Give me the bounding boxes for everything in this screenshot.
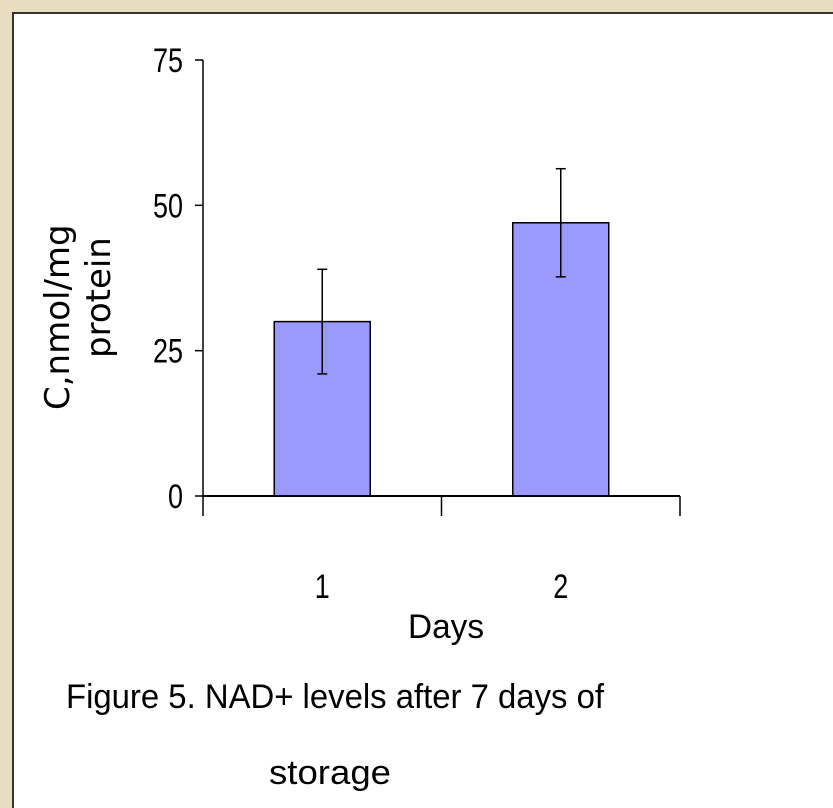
y-tick-label-25: 25: [153, 333, 183, 371]
y-tick-label-75: 75: [153, 42, 183, 80]
x-tick-label-2: 2: [553, 568, 568, 606]
y-axis-title: C,nmol/mg protein: [38, 224, 119, 410]
figure-caption-line-1: Figure 5. NAD+ levels after 7 days of: [66, 678, 605, 716]
y-tick-label-50: 50: [153, 187, 183, 225]
x-tick-label-1: 1: [315, 568, 330, 606]
y-axis-title-line-1: C,nmol/mg: [38, 224, 78, 410]
x-axis-title: Days: [408, 608, 484, 646]
y-tick-label-0: 0: [168, 478, 183, 516]
y-axis-title-line-2: protein: [79, 237, 119, 358]
figure-panel: [12, 12, 833, 808]
figure-caption-line-2: storage: [269, 754, 391, 792]
plot-area: 0 25 50 75 1 2: [153, 42, 681, 606]
